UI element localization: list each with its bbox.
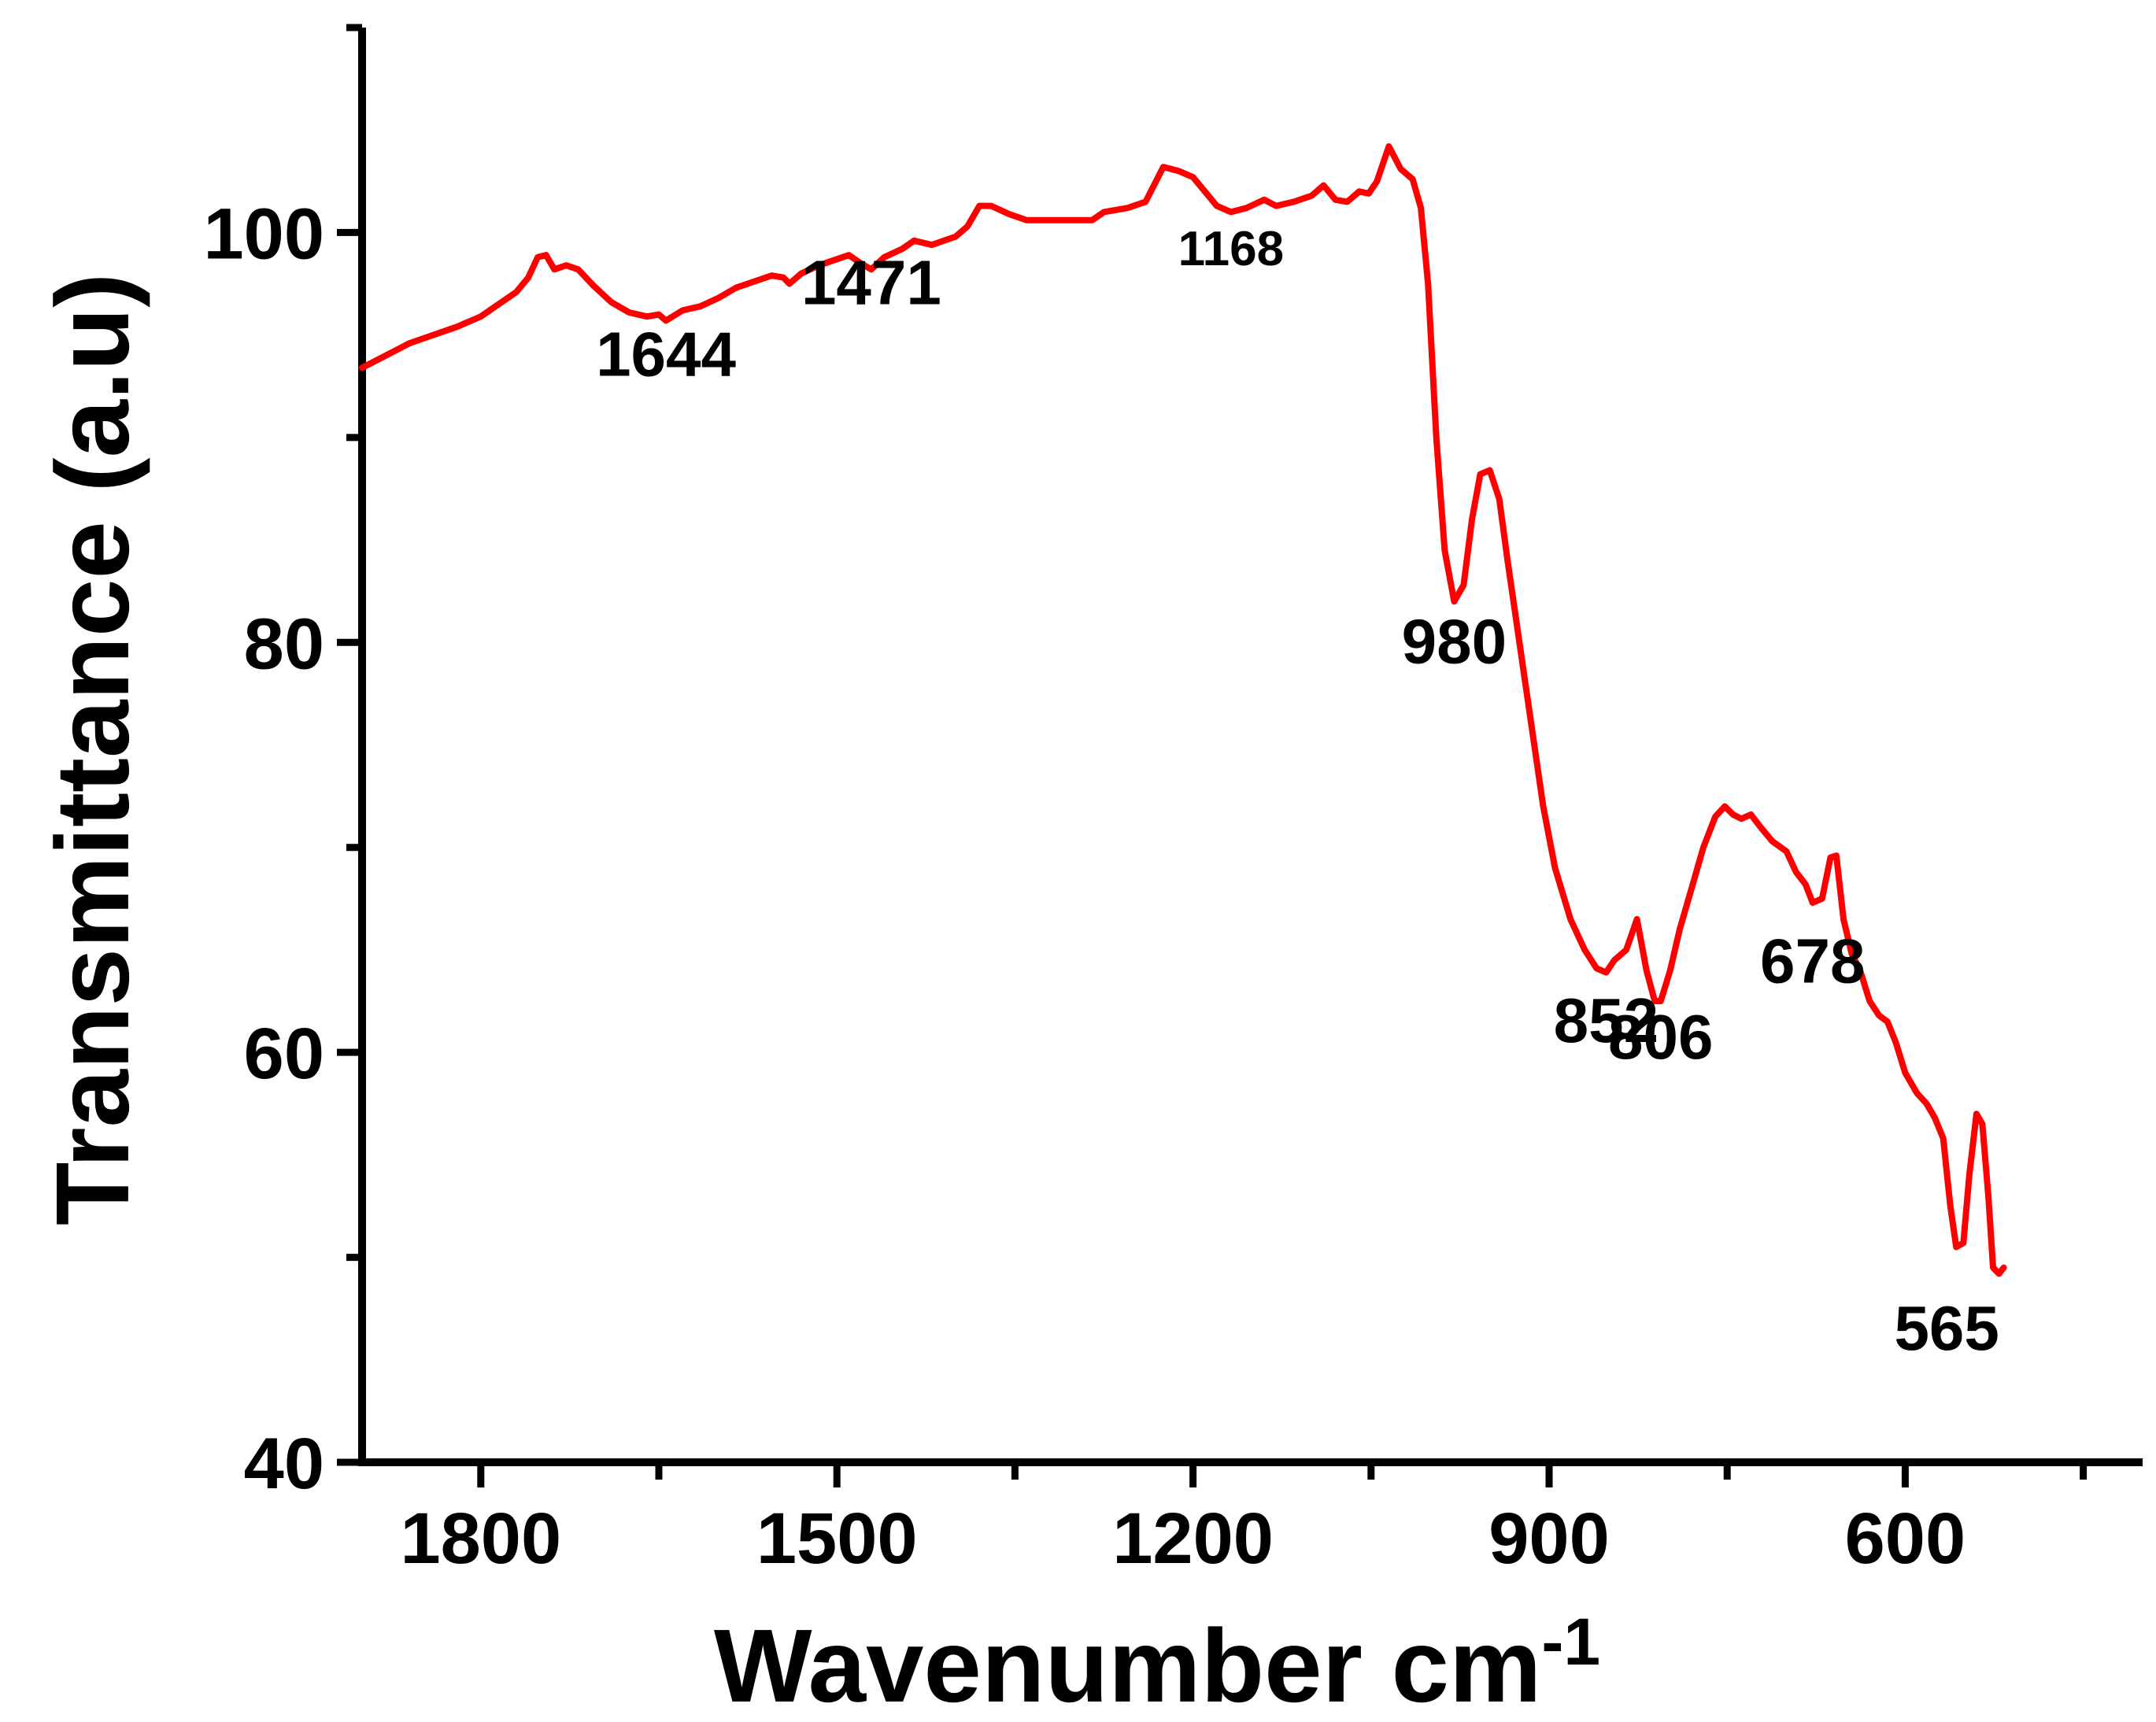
peak-label: 1644: [596, 320, 736, 390]
x-axis-title-text: Wavenumber cm: [714, 1608, 1541, 1722]
x-tick-label: 1200: [1112, 1498, 1274, 1579]
peak-label: 565: [1894, 1293, 1999, 1363]
x-tick-label: 900: [1488, 1498, 1610, 1579]
x-axis-title-superscript: -1: [1541, 1605, 1600, 1679]
plot-area: [359, 143, 2007, 1277]
peak-label: 1168: [1178, 222, 1285, 276]
x-tick-label: 1800: [400, 1498, 561, 1579]
x-tick-label: 1500: [756, 1498, 918, 1579]
peak-label: 980: [1402, 606, 1507, 676]
peak-label: 678: [1760, 926, 1865, 996]
spectrum-line: [359, 143, 2007, 1277]
x-axis-title: Wavenumber cm-1: [714, 1605, 1600, 1722]
y-axis-title: Transmittance (a.u): [35, 273, 150, 1225]
y-tick-label: 80: [244, 604, 324, 684]
chart-axes: 1800 1500 1200 900 600 40 60 80 100: [204, 24, 2143, 1579]
y-tick-label: 40: [244, 1424, 324, 1504]
peak-label: 806: [1608, 1002, 1713, 1072]
x-tick-label: 600: [1845, 1498, 1966, 1579]
y-tick-label: 100: [204, 194, 325, 274]
peak-label: 852: [1554, 985, 1659, 1055]
y-tick-label: 60: [244, 1014, 324, 1094]
peak-label: 1471: [801, 248, 941, 318]
